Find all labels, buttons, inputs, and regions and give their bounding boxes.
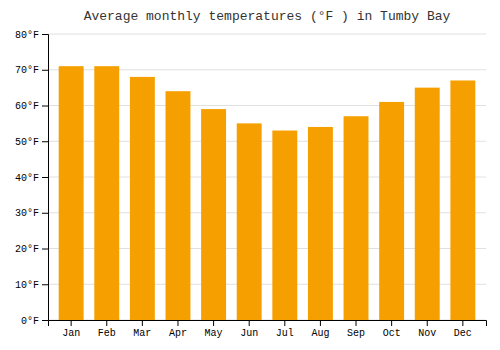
bar bbox=[130, 77, 155, 320]
tick: Dec bbox=[454, 320, 472, 339]
bar bbox=[94, 66, 119, 320]
tick: 30°F bbox=[15, 208, 48, 219]
bar bbox=[344, 116, 369, 320]
tick: 0°F bbox=[21, 316, 48, 327]
tick-mark bbox=[71, 320, 72, 326]
tick-mark bbox=[42, 34, 48, 35]
bar bbox=[201, 109, 226, 320]
tick-mark bbox=[42, 249, 48, 250]
bar bbox=[59, 66, 84, 320]
tick-label: Mar bbox=[133, 328, 151, 339]
tick-label: 80°F bbox=[15, 30, 39, 41]
x-axis: Jan Feb Mar Apr May Jun Jul Aug Sep Oct Nov Dec bbox=[49, 320, 487, 339]
tick-mark bbox=[42, 213, 48, 214]
tick: Apr bbox=[169, 320, 187, 339]
tick: Jan bbox=[62, 320, 80, 339]
tick-mark bbox=[427, 320, 428, 326]
grid bbox=[48, 34, 486, 320]
tick-mark bbox=[249, 320, 250, 326]
title: Average monthly temperatures (°F ) in Tu… bbox=[84, 9, 451, 24]
bar bbox=[272, 131, 297, 320]
tick-label: 0°F bbox=[21, 316, 39, 327]
tick-label: Feb bbox=[98, 328, 116, 339]
bar bbox=[308, 127, 333, 320]
tick-label: May bbox=[205, 328, 223, 339]
bar bbox=[379, 102, 404, 320]
tick: 40°F bbox=[15, 173, 48, 184]
tick-label: 40°F bbox=[15, 173, 39, 184]
tick-label: Jul bbox=[276, 328, 294, 339]
tick: Aug bbox=[311, 320, 329, 339]
tick: 80°F bbox=[15, 30, 48, 41]
chart: Jan Feb Mar Apr May Jun Jul Aug Sep Oct Nov Dec 0°F 1… bbox=[0, 0, 500, 350]
tick: 10°F bbox=[15, 280, 48, 291]
tick-mark bbox=[284, 320, 285, 326]
tick: Oct bbox=[383, 320, 401, 339]
y-axis: 0°F 10°F 20°F 30°F 40°F 50°F 60°F 70°F 80°F bbox=[15, 30, 49, 327]
tick-mark bbox=[462, 320, 463, 326]
tick-mark bbox=[320, 320, 321, 326]
tick-label: 10°F bbox=[15, 280, 39, 291]
bar bbox=[415, 88, 440, 320]
tick-label: Oct bbox=[383, 328, 401, 339]
tick: 70°F bbox=[15, 65, 48, 76]
tick-label: 30°F bbox=[15, 208, 39, 219]
tick: Jun bbox=[240, 320, 258, 339]
tick-label: 50°F bbox=[15, 137, 39, 148]
tick-mark bbox=[42, 177, 48, 178]
tick: May bbox=[205, 320, 223, 339]
tick-label: Apr bbox=[169, 328, 187, 339]
axis-line bbox=[49, 321, 487, 327]
tick-mark bbox=[106, 320, 107, 326]
tick-label: Jun bbox=[240, 328, 258, 339]
tick-label: 60°F bbox=[15, 101, 39, 112]
tick-mark bbox=[42, 106, 48, 107]
bar bbox=[237, 123, 262, 320]
axis-line bbox=[42, 35, 49, 321]
tick-label: Aug bbox=[311, 328, 329, 339]
tick-mark bbox=[142, 320, 143, 326]
tick-mark bbox=[42, 70, 48, 71]
tick-mark bbox=[42, 141, 48, 142]
bars bbox=[59, 66, 476, 320]
tick-label: Nov bbox=[418, 328, 436, 339]
bar bbox=[166, 91, 191, 320]
tick: Feb bbox=[98, 320, 116, 339]
tick: Jul bbox=[276, 320, 294, 339]
tick-mark bbox=[42, 320, 48, 321]
tick-label: 20°F bbox=[15, 244, 39, 255]
tick-label: Jan bbox=[62, 328, 80, 339]
tick: Mar bbox=[133, 320, 151, 339]
grid-line bbox=[48, 34, 486, 35]
tick: 60°F bbox=[15, 101, 48, 112]
tick: 20°F bbox=[15, 244, 48, 255]
tick-mark bbox=[356, 320, 357, 326]
plot: Jan Feb Mar Apr May Jun Jul Aug Sep Oct Nov Dec 0°F 1… bbox=[15, 30, 487, 339]
tick-label: 70°F bbox=[15, 65, 39, 76]
tick-mark bbox=[213, 320, 214, 326]
tick: 50°F bbox=[15, 137, 48, 148]
tick: Sep bbox=[347, 320, 365, 339]
tick-mark bbox=[42, 284, 48, 285]
tick-mark bbox=[177, 320, 178, 326]
tick-mark bbox=[391, 320, 392, 326]
tick-label: Sep bbox=[347, 328, 365, 339]
bar bbox=[450, 80, 475, 320]
tick-label: Dec bbox=[454, 328, 472, 339]
tick: Nov bbox=[418, 320, 436, 339]
